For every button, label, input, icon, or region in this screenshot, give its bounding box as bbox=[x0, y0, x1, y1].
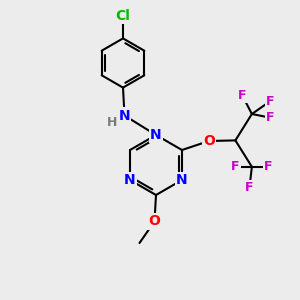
Text: O: O bbox=[148, 214, 160, 228]
Text: O: O bbox=[203, 134, 215, 148]
Text: F: F bbox=[231, 160, 240, 173]
Text: F: F bbox=[264, 160, 273, 173]
Text: F: F bbox=[238, 89, 247, 102]
Text: N: N bbox=[176, 173, 188, 187]
Text: F: F bbox=[245, 181, 254, 194]
Text: F: F bbox=[266, 95, 274, 108]
Text: Cl: Cl bbox=[116, 9, 130, 23]
Text: N: N bbox=[124, 173, 136, 187]
Text: N: N bbox=[150, 128, 162, 142]
Text: H: H bbox=[107, 116, 117, 129]
Text: N: N bbox=[119, 109, 130, 122]
Text: F: F bbox=[266, 111, 274, 124]
